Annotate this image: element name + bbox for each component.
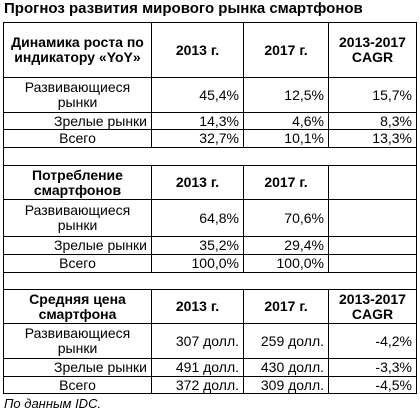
value-cell: 70,6% — [243, 199, 329, 237]
spacer-row — [3, 272, 417, 290]
value-cell: 64,8% — [151, 199, 244, 237]
row-label: Развивающиеся рынки — [3, 77, 152, 113]
row-label: Зрелые рынки — [3, 236, 152, 255]
header-cell: 2013-2017 CAGR — [328, 22, 417, 78]
value-cell: 309 долл. — [243, 376, 329, 394]
value-cell: 307 долл. — [151, 323, 244, 359]
value-cell — [328, 236, 417, 255]
header-cell: Потребление смартфонов — [3, 165, 152, 200]
market-table: Динамика роста по индикатору «YoY» 2013 г… — [3, 22, 417, 394]
value-cell: 32,7% — [151, 129, 244, 148]
value-cell: -3,3% — [328, 358, 417, 377]
header-cell — [328, 165, 417, 200]
value-cell: -4,5% — [328, 376, 417, 394]
header-row: Динамика роста по индикатору «YoY» 2013 г… — [3, 22, 417, 78]
value-cell: 12,5% — [243, 77, 329, 113]
header-cell: 2017 г. — [243, 22, 329, 78]
row-label: Развивающиеся рынки — [3, 323, 152, 359]
data-row: Развивающиеся рынки 64,8% 70,6% — [3, 199, 417, 237]
data-row: Всего 100,0% 100,0% — [3, 254, 417, 273]
data-row: Всего 32,7% 10,1% 13,3% — [3, 129, 417, 148]
value-cell: 35,2% — [151, 236, 244, 255]
header-cell: 2013 г. — [151, 22, 244, 78]
data-row: Развивающиеся рынки 45,4% 12,5% 15,7% — [3, 77, 417, 113]
row-label: Всего — [3, 376, 152, 394]
data-row: Развивающиеся рынки 307 долл. 259 долл. -4,… — [3, 323, 417, 359]
value-cell: 372 долл. — [151, 376, 244, 394]
header-row: Средняя цена смартфона 2013 г. 2017 г. 2013… — [3, 289, 417, 324]
table-body: Динамика роста по индикатору «YoY» 2013 г… — [3, 22, 417, 394]
value-cell: -4,2% — [328, 323, 417, 359]
row-label: Зрелые рынки — [3, 358, 152, 377]
value-cell: 15,7% — [328, 77, 417, 113]
footnote: По данным IDC. — [4, 396, 102, 411]
row-label: Развивающиеся рынки — [3, 199, 152, 237]
value-cell — [328, 199, 417, 237]
value-cell: 45,4% — [151, 77, 244, 113]
header-cell: Средняя цена смартфона — [3, 289, 152, 324]
header-cell: 2013 г. — [151, 165, 244, 200]
header-cell: Динамика роста по индикатору «YoY» — [3, 22, 152, 78]
value-cell: 259 долл. — [243, 323, 329, 359]
value-cell: 10,1% — [243, 129, 329, 148]
row-label: Всего — [3, 129, 152, 148]
spacer-cell — [3, 147, 417, 166]
value-cell: 100,0% — [243, 254, 329, 273]
value-cell: 14,3% — [151, 112, 244, 130]
row-label: Всего — [3, 254, 152, 273]
data-row: Зрелые рынки 14,3% 4,6% 8,3% — [3, 112, 417, 130]
value-cell: 430 долл. — [243, 358, 329, 377]
value-cell: 491 долл. — [151, 358, 244, 377]
data-row: Зрелые рынки 35,2% 29,4% — [3, 236, 417, 255]
header-cell: 2013 г. — [151, 289, 244, 324]
value-cell: 100,0% — [151, 254, 244, 273]
data-row: Зрелые рынки 491 долл. 430 долл. -3,3% — [3, 358, 417, 377]
value-cell — [328, 254, 417, 273]
title: Прогноз развития мирового рынка смартфон… — [4, 0, 363, 17]
data-row: Всего 372 долл. 309 долл. -4,5% — [3, 376, 417, 394]
header-cell: 2017 г. — [243, 165, 329, 200]
value-cell: 8,3% — [328, 112, 417, 130]
spacer-row — [3, 147, 417, 166]
value-cell: 4,6% — [243, 112, 329, 130]
header-cell: 2017 г. — [243, 289, 329, 324]
row-label: Зрелые рынки — [3, 112, 152, 130]
header-cell: 2013-2017 CAGR — [328, 289, 417, 324]
value-cell: 13,3% — [328, 129, 417, 148]
spacer-cell — [3, 272, 417, 290]
header-row: Потребление смартфонов 2013 г. 2017 г. — [3, 165, 417, 200]
value-cell: 29,4% — [243, 236, 329, 255]
